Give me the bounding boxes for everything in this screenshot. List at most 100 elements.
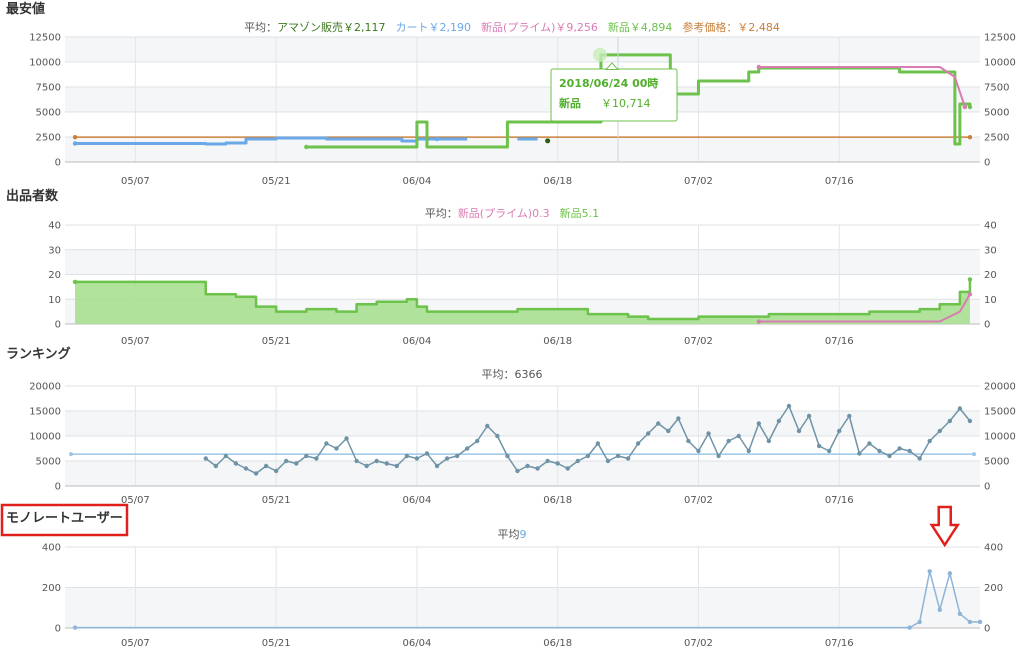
x-tick-label: 07/16 [825,336,854,347]
data-point [605,458,611,464]
plot-band [65,225,980,250]
data-point [736,433,741,439]
y-tick-label-left: 400 [42,543,61,554]
x-tick-label: 05/21 [262,176,291,187]
average-line-marker [69,452,73,457]
data-point [696,448,701,454]
data-point [213,463,219,469]
plot-band [65,386,980,411]
data-point [273,468,279,474]
series-line [758,66,966,108]
data-point [414,456,420,461]
data-point [962,104,968,110]
y-tick-label-right: 0 [984,482,990,493]
data-point [967,134,973,140]
data-point [837,428,842,434]
tooltip-series-label: 新品 [559,96,581,110]
data-point [967,104,973,110]
y-tick-label-right: 0 [984,320,990,331]
y-tick-label-right: 5000 [984,108,1009,119]
y-tick-label-right: 12500 [984,33,1016,44]
data-point [927,569,932,574]
plot-band [65,411,980,436]
y-tick-label-left: 10 [48,295,61,306]
data-point [233,461,239,466]
data-point [475,438,480,444]
y-tick-label-right: 0 [984,158,990,169]
data-point [72,141,78,146]
y-tick-label-right: 20000 [984,382,1016,393]
x-tick-label: 07/16 [825,638,854,649]
data-point [424,451,430,456]
data-point [72,625,78,630]
y-tick-label-right: 40 [984,221,997,232]
tooltip-value: ￥10,714 [601,97,651,110]
data-point [656,421,661,426]
data-point [334,446,339,451]
data-point [434,463,440,469]
data-point [716,453,721,459]
data-point [555,461,560,466]
data-point [645,431,651,436]
y-tick-label-right: 400 [984,543,1003,554]
x-tick-label: 07/02 [684,495,713,506]
data-point [897,446,902,451]
section-title: 最安値 [6,1,45,17]
plot-band [65,249,980,275]
data-point [756,64,761,70]
y-tick-label-right: 10 [984,295,997,306]
data-point [927,438,932,444]
x-tick-label: 06/18 [543,638,572,649]
data-point [565,466,570,471]
data-point [263,463,269,469]
x-tick-label: 06/04 [403,638,432,649]
data-point [776,418,782,424]
data-point [72,134,78,140]
data-point [444,456,450,461]
y-tick-label-left: 0 [55,158,61,169]
data-point [887,453,892,459]
average-item: 参考価格：￥2,484 [682,20,780,34]
tooltip-date: 2018/06/24 00時 [559,76,658,90]
average-line-marker [972,452,976,457]
data-point [967,418,973,424]
average-item: 新品￥4,894 [608,20,673,34]
y-tick-label-left: 10000 [29,58,61,69]
data-point [464,446,470,451]
y-tick-label-left: 0 [55,320,61,331]
data-point [957,406,963,411]
data-point [917,619,922,625]
data-point [967,277,973,282]
x-tick-label: 07/16 [825,495,854,506]
y-tick-label-right: 10000 [984,432,1016,443]
data-point [394,463,400,469]
y-tick-label-left: 0 [55,482,61,493]
y-tick-label-left: 7500 [36,83,61,94]
plot-band [65,62,980,87]
down-arrow-icon [929,505,961,548]
y-tick-label-left: 10000 [29,432,61,443]
data-point [505,453,510,459]
plot-band [65,547,980,588]
data-point [535,466,540,471]
data-point [907,625,912,630]
data-point [314,456,319,461]
data-point [525,463,530,469]
data-point [324,441,329,446]
data-point [253,471,259,476]
y-tick-label-right: 0 [984,624,990,635]
x-tick-label: 06/04 [403,495,432,506]
data-point [967,292,973,297]
data-point [545,138,551,144]
average-legend: 平均9 [498,528,527,541]
y-tick-label-left: 20000 [29,382,61,393]
y-tick-label-right: 20 [984,270,997,281]
average-item: 9 [520,528,527,541]
average-prefix: 平均： [482,368,515,381]
data-point [806,413,812,419]
data-point [384,461,389,466]
x-tick-label: 05/21 [262,495,291,506]
